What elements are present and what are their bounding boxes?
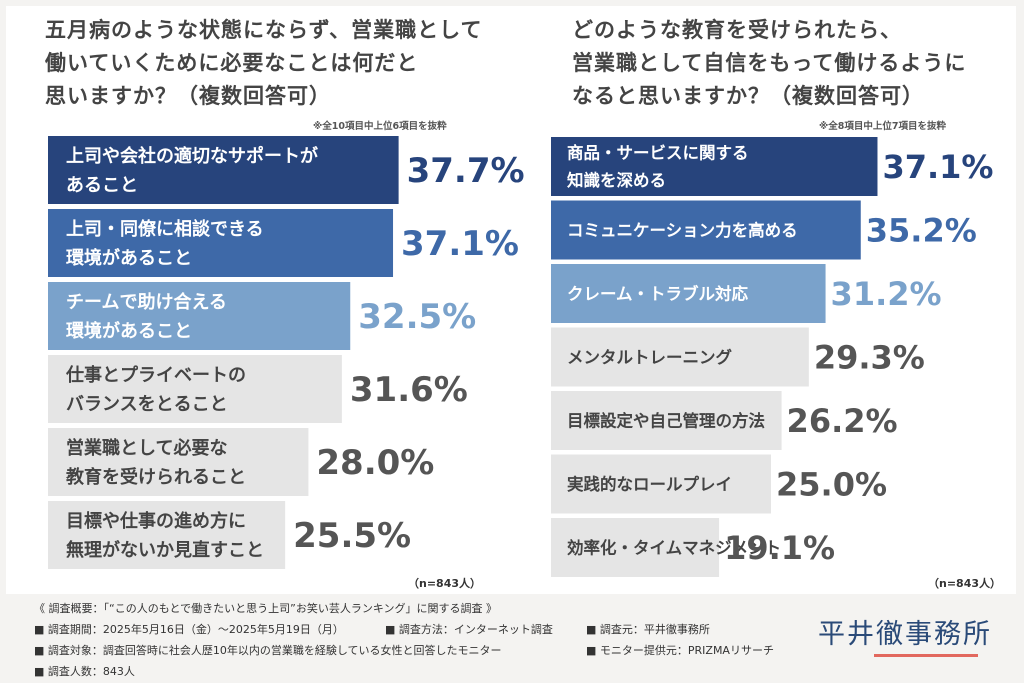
left-bar-edge (46, 501, 48, 569)
right-bar (551, 264, 826, 323)
survey-source: ■ 調査元：平井徹事務所 (586, 623, 710, 636)
left-value-label: 31.6% (350, 370, 468, 410)
survey-footer: 《 調査概要：「“この人のもとで働きたいと思う上司”お笑い芸人ランキング」に関す… (0, 598, 1024, 683)
right-chart-title: どのような教育を受けられたら、 営業職として自信をもって働けるように なると思い… (572, 18, 967, 108)
monitor-provider: ■ モニター提供元：PRIZMAリサーチ (586, 644, 774, 657)
left-category-label: 営業職として必要な教育を受けられること (66, 437, 246, 488)
right-bar (551, 137, 878, 196)
left-value-label: 37.7% (407, 151, 525, 191)
left-sample-size: （n=843人） (408, 577, 482, 590)
left-category-label: チームで助け合える環境があること (66, 291, 227, 342)
right-bar (551, 200, 861, 260)
right-bar-group: コミュニケーション力を高める 35.2% (549, 200, 977, 260)
right-category-label: 効率化・タイムマネジメント (567, 537, 781, 557)
right-category-label: クレーム・トラブル対応 (567, 283, 749, 303)
survey-method: ■ 調査方法：インターネット調査 (385, 623, 553, 636)
right-value-label: 26.2% (787, 402, 898, 440)
left-bar (48, 355, 342, 423)
right-value-label: 29.3% (814, 339, 925, 377)
left-bar-group: 仕事とプライベートのバランスをとること 31.6% (46, 355, 468, 423)
left-bar-group: 上司や会社の適切なサポートがあること 37.7% (46, 136, 525, 204)
left-bar-edge (46, 428, 48, 496)
left-bar (48, 501, 286, 569)
survey-period: ■ 調査期間：2025年5月16日（金）〜2025年5月19日（月） (34, 623, 344, 636)
left-bar-group: チームで助け合える環境があること 32.5% (46, 282, 476, 350)
right-bar (551, 518, 720, 577)
left-category-label: 上司・同僚に相談できる環境があること (66, 218, 264, 269)
right-bar-edge (549, 137, 551, 196)
left-chart-title: 五月病のような状態にならず、営業職として 働いていくために必要なことは何だと 思… (45, 18, 483, 108)
company-logo: 平井徹事務所 (818, 619, 992, 650)
left-bar (48, 282, 351, 350)
survey-target: ■ 調査対象：調査回答時に社会人歴10年以内の営業職を経験している女性と回答した… (34, 644, 502, 657)
right-bar-edge (549, 454, 551, 514)
left-bar (48, 428, 309, 496)
right-bar-edge (549, 391, 551, 450)
right-bar (551, 327, 809, 387)
right-bar-edge (549, 518, 551, 577)
survey-summary: 《 調査概要：「“この人のもとで働きたいと思う上司”お笑い芸人ランキング」に関す… (34, 602, 498, 615)
left-value-label: 37.1% (401, 224, 519, 264)
right-value-label: 37.1% (882, 148, 993, 186)
right-value-label: 35.2% (866, 212, 977, 250)
right-bar-group: 実践的なロールプレイ 25.0% (549, 454, 887, 514)
left-category-label: 上司や会社の適切なサポートがあること (66, 145, 318, 196)
left-bar-edge (46, 136, 48, 204)
left-chart-note: ※全10項目中上位6項目を抜粋 (313, 121, 447, 132)
right-chart-note: ※全8項目中上位7項目を抜粋 (819, 121, 946, 132)
left-bar-edge (46, 209, 48, 277)
right-bar-edge (549, 327, 551, 387)
left-category-label: 目標や仕事の進め方に無理がないか見直すこと (66, 510, 264, 561)
right-sample-size: （n=843人） (928, 577, 1002, 590)
right-bar-edge (549, 200, 551, 260)
right-category-label: 実践的なロールプレイ (567, 474, 732, 494)
right-category-label: 目標設定や自己管理の方法 (567, 410, 765, 430)
logo-underline (874, 654, 978, 657)
right-category-label: 商品・サービスに関する知識を深める (567, 143, 749, 191)
left-category-label: 仕事とプライベートのバランスをとること (65, 364, 246, 415)
right-value-label: 19.1% (724, 529, 835, 567)
left-bar (48, 209, 394, 277)
left-bar-edge (46, 282, 48, 350)
right-category-label: メンタルトレーニング (567, 347, 733, 367)
right-bar-group: 目標設定や自己管理の方法 26.2% (549, 391, 898, 450)
left-bar-edge (46, 355, 48, 423)
right-value-label: 25.0% (776, 466, 887, 504)
survey-count: ■ 調査人数：843人 (34, 665, 135, 678)
left-bar-group: 営業職として必要な教育を受けられること 28.0% (46, 428, 434, 496)
right-bar-group: 商品・サービスに関する知識を深める 37.1% (549, 137, 993, 196)
left-bar-group: 上司・同僚に相談できる環境があること 37.1% (46, 209, 519, 277)
right-category-label: コミュニケーション力を高める (567, 220, 798, 240)
right-bar (551, 391, 782, 450)
left-value-label: 32.5% (358, 297, 476, 337)
right-value-label: 31.2% (831, 275, 942, 313)
right-bar (551, 454, 771, 514)
right-bar-group: クレーム・トラブル対応 31.2% (549, 264, 942, 323)
left-value-label: 25.5% (293, 516, 411, 556)
right-bar-group: メンタルトレーニング 29.3% (549, 327, 925, 387)
left-value-label: 28.0% (316, 443, 434, 483)
left-bar-group: 目標や仕事の進め方に無理がないか見直すこと 25.5% (46, 501, 411, 569)
left-bar (48, 136, 399, 204)
right-bar-edge (549, 264, 551, 323)
